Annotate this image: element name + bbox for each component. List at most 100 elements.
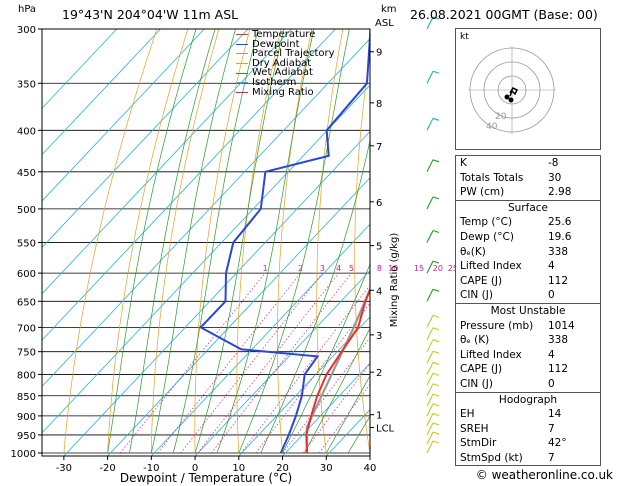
hodograph-stat-label: SREH [460,422,489,435]
wind-barb [426,196,434,210]
legend-swatch [236,82,248,84]
wind-barb-feather [432,288,440,292]
wind-barb [426,440,434,454]
hodograph-stat-label: EH [460,408,475,421]
height-tick-label: 3 [376,331,382,342]
wind-barb-feather [432,260,440,264]
temp-tick-label: -30 [56,463,72,474]
pressure-tick-label: 1000 [11,449,36,460]
legend-item: Wet Adiabat [236,68,335,78]
isotherm [42,29,293,295]
hodograph-stat-label: StmDir [460,437,497,450]
wind-barb-feather [432,372,440,376]
temp-tick-label: 40 [364,463,377,474]
legend-item: Dry Adiabat [236,58,335,69]
datetime-title: 26.08.2021 00GMT (Base: 00) [410,7,598,22]
wind-barb [426,339,434,352]
legend-item: Mixing Ratio [236,87,335,98]
pressure-tick-label: 650 [17,297,36,308]
legend-label: Parcel Trajectory [252,48,335,60]
index-label: K [460,157,467,169]
hodograph-stat-value: 42° [548,437,567,450]
dewpoint-profile [199,29,370,454]
hodograph-ring-label-40: 40 [486,122,498,132]
hodograph-unit: kt [460,32,469,42]
isotherm [42,29,249,248]
most-unstable-row: CAPE (J) 112 [456,362,600,377]
hodograph-frame [455,28,601,150]
most-unstable-value: 338 [548,334,569,347]
hodograph-table-title: Hodograph [498,393,558,406]
pressure-tick-label: 950 [17,431,36,442]
index-row: Totals Totals 30 [456,171,600,186]
pressure-tick-label: 600 [17,269,36,280]
legend-label: Temperature [252,29,316,40]
wind-barb-feather [432,413,440,417]
wind-barb-feather [432,117,440,121]
mixing-ratio-line [180,272,323,454]
wind-barb [426,315,434,328]
index-label: PW (cm) [460,186,505,199]
hodograph-stat-row: StmDir 42° [456,436,600,451]
height-tick-label: 6 [376,198,382,209]
index-value: 30 [548,171,562,184]
height-tick-label: 2 [376,368,382,379]
pressure-tick-label: 350 [17,79,36,90]
hodograph-stat-value: 14 [548,408,562,421]
wind-barb [426,327,434,340]
wind-barb-feather [432,350,440,354]
wind-barb-feather [432,70,440,74]
isotherm [151,223,370,456]
height-tick-label: LCL [376,423,395,434]
legend-swatch [236,43,248,45]
wind-barb-feather [432,422,440,426]
hodograph: kt 40 20 [455,28,601,150]
height-tick-label: 5 [376,242,382,253]
mixing-ratio-line [197,272,339,454]
mixing-ratio-label: 20 [433,264,443,273]
mixing-ratio-line [240,284,370,454]
wind-barb [426,403,434,417]
dry-adiabat [194,29,251,454]
mixing-ratio-label: 2 [298,264,303,273]
isotherm [42,29,161,156]
mixing-ratio-label: 1 [263,264,268,273]
temp-tick-label: 10 [232,463,245,474]
legend-item: Isotherm [236,78,335,88]
surface-label: CAPE (J) [460,274,503,287]
dry-adiabat [236,29,282,454]
height-tick-label: 7 [376,142,382,153]
hpa-label: hPa [18,4,36,15]
most-unstable-label: CIN (J) [460,377,493,390]
wet-adiabat [325,375,370,454]
most-unstable-row: Lifted Index 4 [456,348,600,363]
legend-swatch [236,53,248,55]
dry-adiabat [63,29,158,454]
dry-adiabat [427,29,457,453]
wind-barb [426,289,434,302]
surface-value: 25.6 [548,216,572,229]
isotherm [42,29,336,341]
pressure-tick-label: 450 [17,168,36,179]
isotherm [107,177,370,456]
wind-barb-feather [432,403,440,407]
most-unstable-value: 4 [548,348,555,361]
surface-label: θₑ(K) [460,245,486,258]
height-tick-label: 1 [376,411,382,422]
indices-panel: K -8 Totals Totals 30 PW (cm) 2.98 Surface Te… [455,155,601,467]
surface-value: 4 [548,260,555,273]
wind-barb-feather [432,361,440,365]
wind-barb-feather [432,440,440,444]
most-unstable-value: 1014 [548,319,575,332]
temp-tick-label: 0 [192,463,198,474]
hodograph-stat-row: EH 14 [456,407,600,422]
wet-adiabat [150,29,236,454]
legend-swatch [236,63,248,65]
dry-adiabat [622,29,629,453]
wind-barb [426,393,434,407]
hodograph-stat-row: SREH 7 [456,422,600,437]
wind-barb [426,260,434,274]
hodograph-stat-label: StmSpd (kt) [460,451,523,464]
asl-label: ASL [375,18,394,29]
mixing-ratio-line [119,272,266,454]
